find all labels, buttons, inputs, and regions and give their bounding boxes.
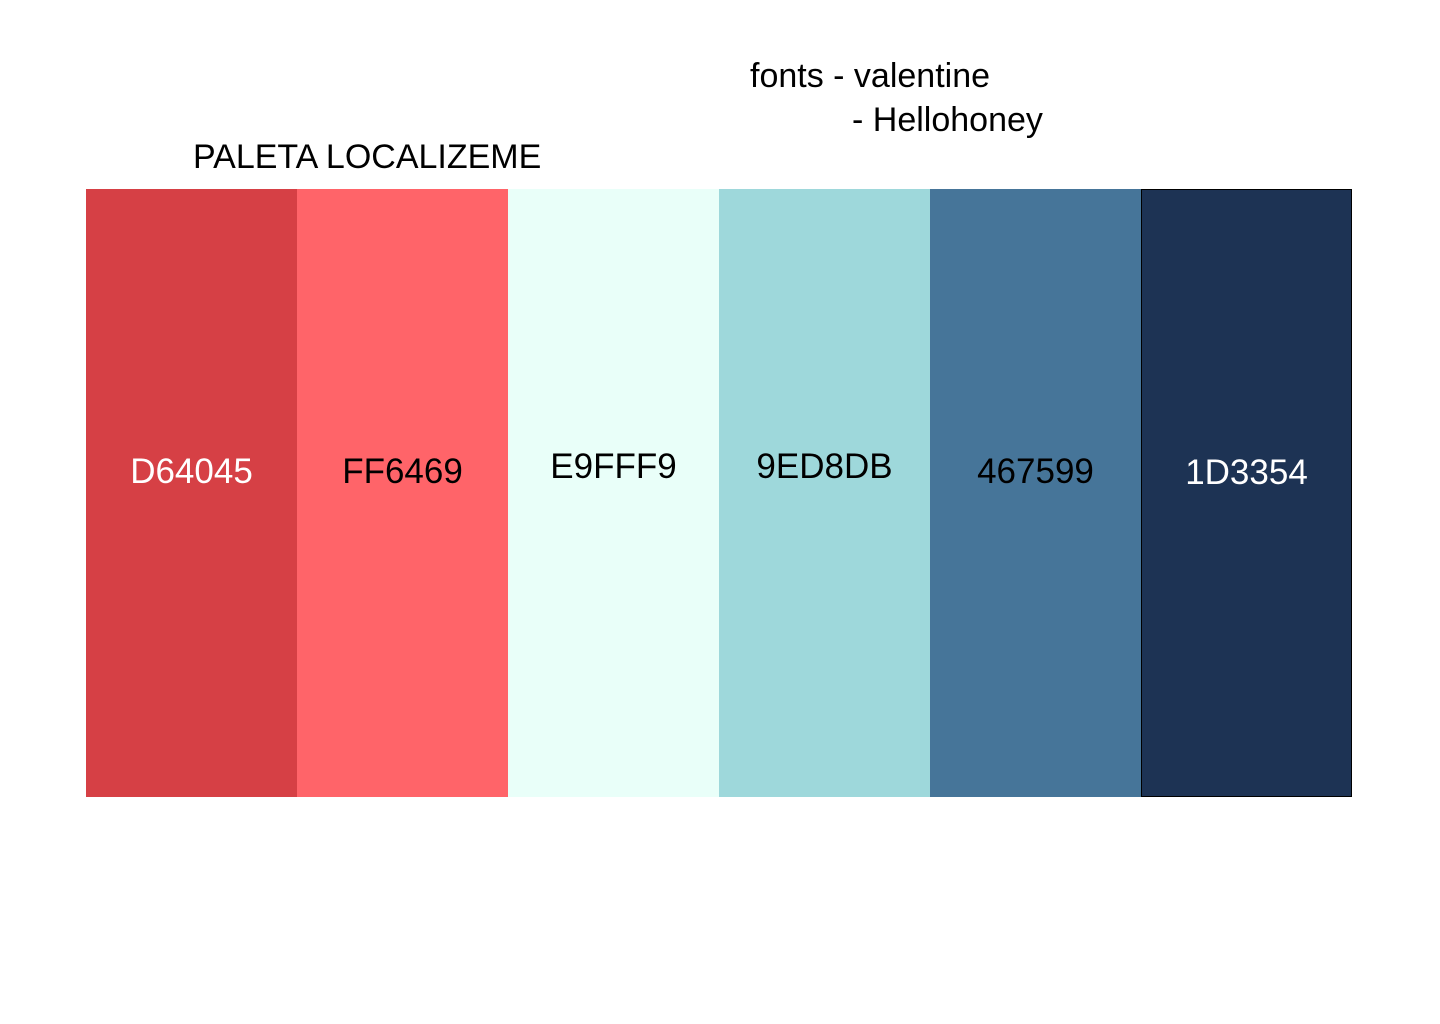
fonts-note-line-1: fonts - valentine	[750, 57, 991, 95]
swatch-e9fff9: E9FFF9	[508, 189, 719, 797]
swatch-1d3354: 1D3354	[1141, 189, 1352, 797]
swatch-hex-label: 467599	[977, 452, 1094, 491]
color-palette: D64045 FF6469 E9FFF9 9ED8DB 467599 1D335…	[86, 189, 1352, 797]
palette-title: PALETA LOCALIZEME	[193, 138, 542, 176]
swatch-hex-label: 1D3354	[1185, 453, 1308, 492]
swatch-467599: 467599	[930, 189, 1141, 797]
fonts-note-line-2: - Hellohoney	[852, 101, 1043, 139]
swatch-ff6469: FF6469	[297, 189, 508, 797]
swatch-d64045: D64045	[86, 189, 297, 797]
swatch-hex-label: 9ED8DB	[756, 447, 893, 486]
swatch-9ed8db: 9ED8DB	[719, 189, 930, 797]
swatch-hex-label: D64045	[130, 452, 253, 491]
swatch-hex-label: E9FFF9	[550, 447, 677, 486]
swatch-hex-label: FF6469	[342, 452, 463, 491]
